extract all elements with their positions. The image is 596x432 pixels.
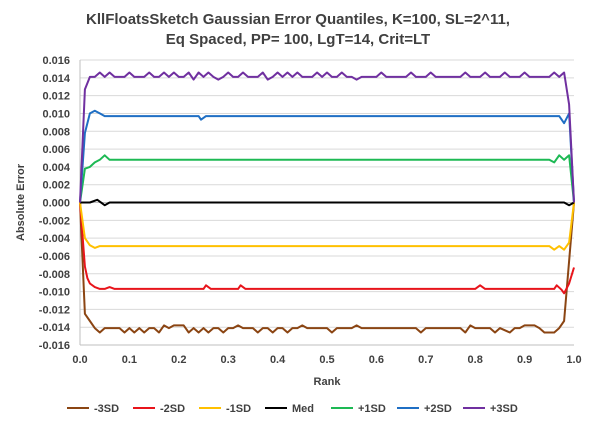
y-tick-label: -0.012 [39,304,70,316]
y-tick-label: 0.008 [42,126,70,138]
legend-item: -3SD [67,403,119,415]
x-tick-label: 0.6 [369,354,384,366]
y-tick-label: 0.012 [42,91,70,103]
x-tick-label: 0.4 [270,354,286,366]
gridlines [80,59,574,346]
legend: -3SD -2SD -1SD Med +1SD +2SD +3SD [67,403,518,415]
chart-title-line: KllFloatsSketch Gaussian Error Quantiles… [86,11,510,28]
y-tick-label: -0.002 [39,215,70,227]
x-tick-label: 0.2 [171,354,186,366]
legend-label: +1SD [358,403,386,415]
chart-title-line: Eq Spaced, PP= 100, LgT=14, Crit=LT [166,31,430,48]
legend-item: +3SD [463,403,518,415]
y-tick-label: 0.006 [42,144,70,156]
legend-label: +2SD [424,403,452,415]
legend-label: Med [292,403,314,415]
series-lines [79,71,575,334]
y-axis-label: Absolute Error [15,163,27,241]
x-tick-label: 0.0 [72,354,87,366]
y-tick-label: 0.002 [42,180,70,192]
legend-label: +3SD [490,403,518,415]
legend-label: -3SD [94,403,119,415]
x-tick-label: 0.3 [221,354,236,366]
y-tick-label: -0.014 [39,322,71,334]
y-tick-label: 0.014 [42,73,70,85]
x-tick-label: 0.8 [468,354,483,366]
series-line-med [80,198,575,207]
x-tick-label: 0.7 [418,354,433,366]
y-tick-label: -0.004 [39,233,71,245]
series-line-3sd [79,71,575,203]
series-line-1sd-neg [79,202,575,251]
y-tick-label: 0.010 [42,108,70,120]
series-line-1sd [79,154,575,203]
legend-label: -2SD [160,403,185,415]
legend-item: +2SD [397,403,452,415]
legend-item: -2SD [133,403,185,415]
x-tick-label: 0.1 [122,354,137,366]
legend-item: -1SD [199,403,251,415]
x-tick-label: 1.0 [566,354,581,366]
y-tick-label: -0.006 [39,251,70,263]
y-tick-label: 0.000 [42,198,70,210]
y-tick-labels: -0.016 -0.014 -0.012 -0.010 -0.008 -0.006 -0.0… [39,55,71,352]
x-tick-labels: 0.0 0.1 0.2 0.3 0.4 0.5 0.6 0.7 0.8 0.9 1.0 [72,354,581,366]
series-line-3sd-neg [79,202,575,334]
legend-label: -1SD [226,403,251,415]
legend-item: +1SD [331,403,386,415]
y-tick-label: 0.004 [42,162,70,174]
y-tick-label: -0.010 [39,287,70,299]
x-tick-label: 0.9 [517,354,532,366]
x-axis-label: Rank [314,376,342,388]
y-tick-label: -0.016 [39,340,70,352]
series-line-2sd [79,109,575,203]
x-tick-label: 0.5 [319,354,334,366]
y-tick-label: -0.008 [39,269,70,281]
y-tick-label: 0.016 [42,55,70,67]
series-line-2sd-neg [79,202,575,295]
chart-title: KllFloatsSketch Gaussian Error Quantiles… [86,11,510,48]
legend-item: Med [265,403,314,415]
